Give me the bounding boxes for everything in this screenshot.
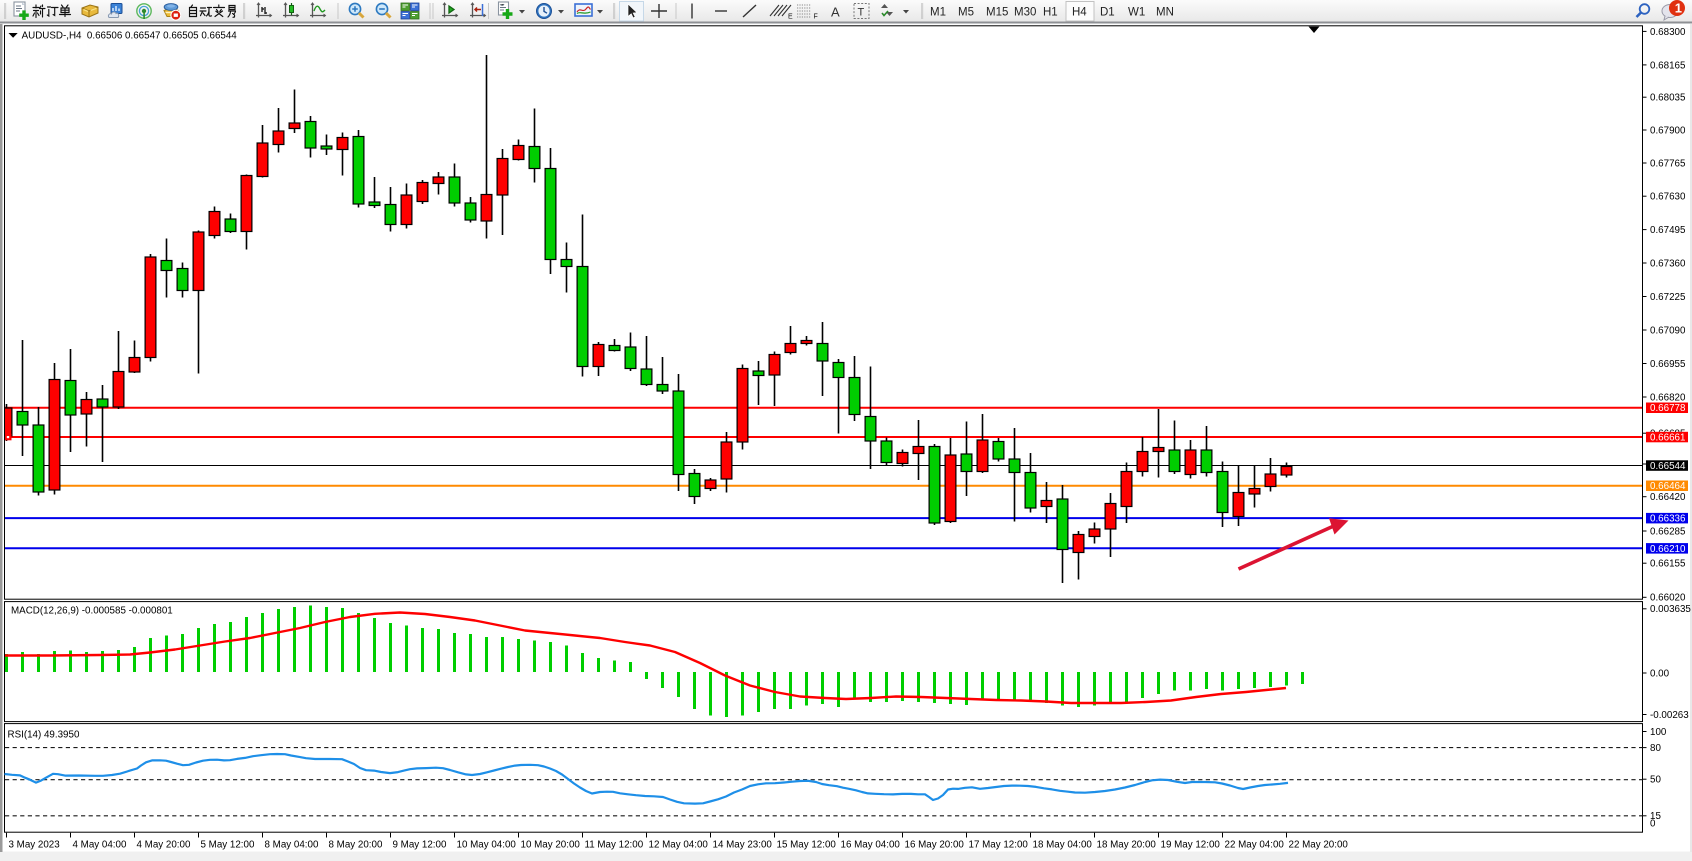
svg-text:4 May 04:00: 4 May 04:00 bbox=[73, 839, 127, 850]
svg-text:0.67630: 0.67630 bbox=[1650, 192, 1686, 203]
svg-text:0.67225: 0.67225 bbox=[1650, 292, 1686, 303]
svg-text:15: 15 bbox=[1650, 811, 1661, 822]
svg-text:80: 80 bbox=[1650, 743, 1661, 754]
svg-text:M1: M1 bbox=[930, 7, 946, 19]
svg-text:W1: W1 bbox=[1128, 7, 1145, 19]
svg-text:0.66420: 0.66420 bbox=[1650, 492, 1686, 503]
svg-text:10 May 20:00: 10 May 20:00 bbox=[521, 839, 581, 850]
svg-text:M30: M30 bbox=[1014, 7, 1036, 19]
svg-text:0.00: 0.00 bbox=[1650, 668, 1670, 679]
svg-text:MACD(12,26,9) -0.000585 -0.000: MACD(12,26,9) -0.000585 -0.000801 bbox=[11, 605, 173, 616]
svg-text:8 May 04:00: 8 May 04:00 bbox=[265, 839, 319, 850]
svg-text:MN: MN bbox=[1156, 7, 1174, 19]
svg-text:0.66955: 0.66955 bbox=[1650, 359, 1686, 370]
svg-text:RSI(14) 49.3950: RSI(14) 49.3950 bbox=[8, 729, 80, 740]
svg-text:100: 100 bbox=[1650, 727, 1667, 738]
svg-text:F: F bbox=[814, 14, 818, 21]
svg-text:AUDUSD-,H4 0.66506 0.66547 0.: AUDUSD-,H4 0.66506 0.66547 0.66505 0.665… bbox=[22, 31, 238, 42]
svg-text:M15: M15 bbox=[986, 7, 1008, 19]
svg-text:T: T bbox=[858, 7, 865, 19]
svg-text:10 May 04:00: 10 May 04:00 bbox=[457, 839, 517, 850]
svg-text:0.67900: 0.67900 bbox=[1650, 125, 1686, 136]
svg-text:H1: H1 bbox=[1043, 7, 1058, 19]
svg-text:17 May 12:00: 17 May 12:00 bbox=[969, 839, 1029, 850]
svg-text:12 May 04:00: 12 May 04:00 bbox=[649, 839, 709, 850]
svg-text:15 May 12:00: 15 May 12:00 bbox=[777, 839, 837, 850]
svg-text:3 May 2023: 3 May 2023 bbox=[9, 839, 61, 850]
svg-text:19 May 12:00: 19 May 12:00 bbox=[1161, 839, 1221, 850]
svg-text:0.66661: 0.66661 bbox=[1650, 433, 1685, 444]
svg-text:16 May 20:00: 16 May 20:00 bbox=[905, 839, 965, 850]
svg-text:E: E bbox=[788, 14, 793, 21]
svg-text:0: 0 bbox=[1650, 818, 1656, 829]
svg-text:1: 1 bbox=[1675, 1, 1682, 16]
svg-text:22 May 04:00: 22 May 04:00 bbox=[1225, 839, 1285, 850]
svg-text:0.66020: 0.66020 bbox=[1650, 593, 1686, 604]
svg-text:22 May 20:00: 22 May 20:00 bbox=[1289, 839, 1349, 850]
svg-text:14 May 23:00: 14 May 23:00 bbox=[713, 839, 773, 850]
svg-text:0.66820: 0.66820 bbox=[1650, 392, 1686, 403]
svg-text:16 May 04:00: 16 May 04:00 bbox=[841, 839, 901, 850]
svg-text:A: A bbox=[831, 5, 840, 20]
svg-text:0.003635: 0.003635 bbox=[1650, 604, 1691, 615]
svg-text:0.67495: 0.67495 bbox=[1650, 225, 1686, 236]
svg-text:8 May 20:00: 8 May 20:00 bbox=[329, 839, 383, 850]
svg-text:0.66464: 0.66464 bbox=[1650, 481, 1686, 492]
svg-text:0.66155: 0.66155 bbox=[1650, 559, 1686, 570]
svg-text:0.68300: 0.68300 bbox=[1650, 27, 1686, 38]
svg-text:0.66336: 0.66336 bbox=[1650, 514, 1686, 525]
svg-text:0.67360: 0.67360 bbox=[1650, 258, 1686, 269]
svg-text:0.66544: 0.66544 bbox=[1650, 461, 1686, 472]
svg-text:11 May 12:00: 11 May 12:00 bbox=[585, 839, 644, 850]
svg-text:18 May 20:00: 18 May 20:00 bbox=[1097, 839, 1157, 850]
svg-text:9 May 12:00: 9 May 12:00 bbox=[393, 839, 447, 850]
svg-text:5 May 12:00: 5 May 12:00 bbox=[201, 839, 255, 850]
svg-text:0.67090: 0.67090 bbox=[1650, 325, 1686, 336]
svg-text:0.66285: 0.66285 bbox=[1650, 526, 1686, 537]
svg-text:18 May 04:00: 18 May 04:00 bbox=[1033, 839, 1093, 850]
svg-text:0.68165: 0.68165 bbox=[1650, 60, 1686, 71]
svg-text:D1: D1 bbox=[1100, 7, 1115, 19]
svg-text:50: 50 bbox=[1650, 775, 1661, 786]
svg-text:4 May 20:00: 4 May 20:00 bbox=[137, 839, 191, 850]
svg-text:H4: H4 bbox=[1072, 7, 1087, 19]
svg-text:0.66778: 0.66778 bbox=[1650, 403, 1686, 414]
svg-text:-0.00263: -0.00263 bbox=[1650, 710, 1689, 721]
svg-text:0.67765: 0.67765 bbox=[1650, 158, 1686, 169]
svg-text:0.66210: 0.66210 bbox=[1650, 544, 1686, 555]
svg-text:M5: M5 bbox=[958, 7, 974, 19]
svg-text:0.68035: 0.68035 bbox=[1650, 93, 1686, 104]
